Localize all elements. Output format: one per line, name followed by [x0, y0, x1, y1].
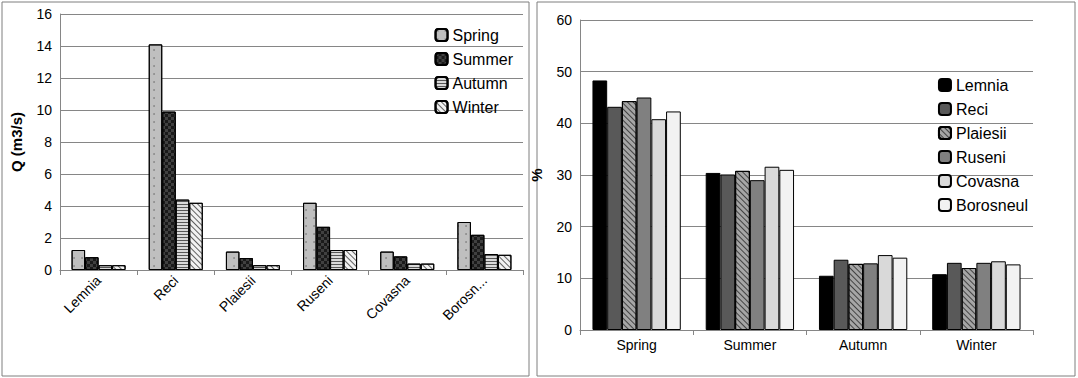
svg-text:Winter: Winter [956, 337, 997, 353]
svg-text:8: 8 [44, 134, 52, 150]
svg-text:Reci: Reci [956, 101, 988, 118]
svg-text:14: 14 [36, 38, 52, 54]
svg-text:Covasna: Covasna [363, 272, 413, 322]
svg-text:20: 20 [556, 219, 572, 235]
svg-text:Spring: Spring [616, 337, 656, 353]
svg-text:Covasna: Covasna [956, 173, 1019, 190]
svg-text:Autumn: Autumn [453, 75, 508, 92]
svg-text:60: 60 [556, 12, 572, 28]
svg-text:Summer: Summer [723, 337, 776, 353]
svg-text:2: 2 [44, 230, 52, 246]
svg-text:Q (m3/s): Q (m3/s) [8, 112, 25, 172]
svg-text:%: % [528, 168, 545, 181]
svg-text:Plaiesii: Plaiesii [956, 125, 1007, 142]
svg-text:Ruseni: Ruseni [956, 149, 1006, 166]
svg-text:Spring: Spring [453, 27, 499, 44]
svg-text:Lemnia: Lemnia [956, 77, 1009, 94]
svg-text:0: 0 [564, 322, 572, 338]
svg-text:40: 40 [556, 115, 572, 131]
svg-text:Lemnia: Lemnia [60, 272, 104, 316]
svg-text:16: 16 [36, 6, 52, 22]
svg-text:30: 30 [556, 167, 572, 183]
svg-text:Winter: Winter [453, 99, 500, 116]
svg-text:Summer: Summer [453, 51, 514, 68]
svg-text:Autumn: Autumn [839, 337, 887, 353]
svg-text:Ruseni: Ruseni [294, 272, 336, 314]
svg-text:50: 50 [556, 64, 572, 80]
svg-text:4: 4 [44, 198, 52, 214]
svg-text:Plaiesii: Plaiesii [216, 272, 259, 315]
svg-text:6: 6 [44, 166, 52, 182]
svg-text:Borosneul: Borosneul [956, 197, 1028, 214]
svg-text:12: 12 [36, 70, 52, 86]
svg-text:10: 10 [556, 270, 572, 286]
svg-text:10: 10 [36, 102, 52, 118]
svg-text:Borosn...: Borosn... [439, 272, 490, 323]
svg-text:0: 0 [44, 262, 52, 278]
svg-text:Reci: Reci [150, 272, 181, 303]
